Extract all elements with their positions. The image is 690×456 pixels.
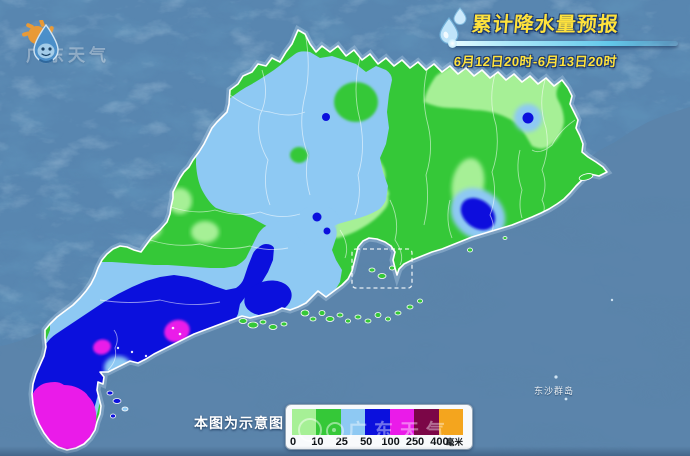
estuary-dashed-box — [351, 248, 413, 289]
legend-tick-label: 400 — [430, 436, 449, 448]
dongsha-islets — [554, 298, 614, 401]
forecast-period: 6月12日20时-6月13日20时 — [453, 54, 618, 69]
town-dots — [116, 346, 148, 358]
legend-swatch — [340, 409, 366, 435]
legend-tick-label: 250 — [405, 436, 425, 448]
legend-color-bar — [292, 409, 463, 435]
legend-labels: 0 10 25 50 100 250 400 毫米 — [286, 436, 472, 449]
legend-tick-label: 0 — [289, 436, 297, 448]
legend-swatch — [389, 409, 415, 435]
island-label: 东沙群岛 — [534, 386, 575, 396]
mascot-icon — [22, 20, 59, 63]
schematic-note: 本图为示意图 — [194, 415, 284, 431]
station-logo: 广东天气 — [20, 20, 200, 68]
islands — [106, 173, 594, 419]
legend-tick-label: 10 — [311, 436, 324, 448]
page-title: 累计降水量预报 — [470, 14, 620, 36]
legend: 0 10 25 50 100 250 400 毫米 — [285, 404, 473, 450]
legend-swatch — [438, 409, 463, 435]
raindrops-icon — [439, 7, 467, 45]
legend-tick-label: 50 — [360, 436, 373, 448]
title-block: 累计降水量预报 6月12日20时-6月13日20时 — [438, 4, 688, 70]
legend-tick-label: 100 — [381, 436, 400, 448]
legend-swatch — [365, 409, 390, 435]
district-borders — [99, 31, 576, 371]
legend-tick-label: 25 — [335, 436, 348, 448]
legend-swatch — [414, 409, 439, 435]
rain-10-25-inner-patches — [290, 82, 378, 163]
bottom-shade — [0, 446, 690, 456]
title-divider — [448, 39, 678, 48]
legend-swatch — [316, 409, 341, 435]
legend-unit-label: 毫米 — [446, 437, 464, 447]
legend-swatch — [292, 409, 317, 435]
rain-100-250-regions — [32, 319, 190, 450]
